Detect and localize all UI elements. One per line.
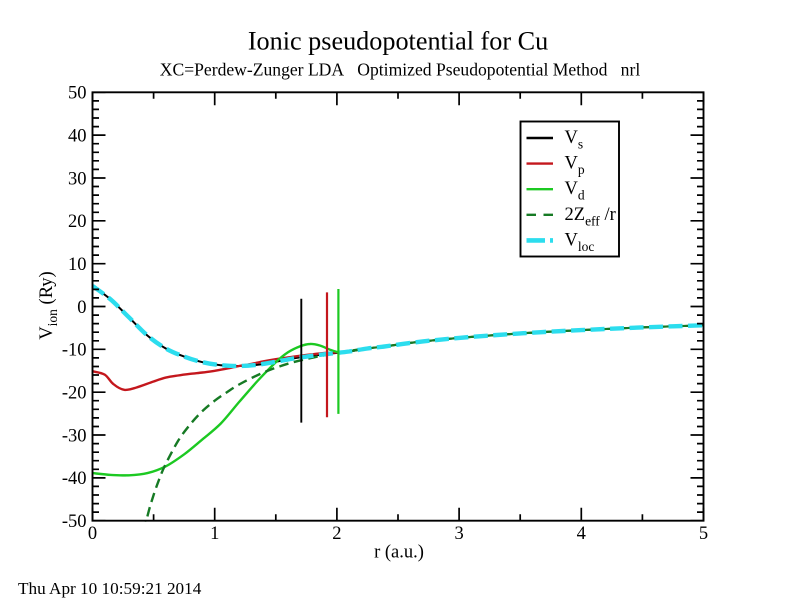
svg-text:0: 0 bbox=[88, 524, 97, 544]
svg-text:2Zeff /r: 2Zeff /r bbox=[565, 205, 616, 229]
svg-text:r (a.u.): r (a.u.) bbox=[374, 543, 424, 563]
svg-text:XC=Perdew-Zunger LDA Optimiz: XC=Perdew-Zunger LDA Optimized Pseudopot… bbox=[160, 60, 641, 80]
svg-text:10: 10 bbox=[68, 255, 87, 275]
svg-text:-50: -50 bbox=[62, 512, 87, 532]
svg-text:40: 40 bbox=[68, 126, 87, 146]
svg-text:2: 2 bbox=[332, 524, 341, 544]
svg-text:-10: -10 bbox=[62, 341, 87, 361]
svg-text:-40: -40 bbox=[62, 469, 87, 489]
svg-text:Thu Apr 10 10:59:21 2014: Thu Apr 10 10:59:21 2014 bbox=[18, 579, 202, 598]
svg-text:1: 1 bbox=[210, 524, 219, 544]
svg-text:50: 50 bbox=[68, 84, 87, 104]
svg-text:-20: -20 bbox=[62, 384, 87, 404]
svg-text:-30: -30 bbox=[62, 426, 87, 446]
svg-text:4: 4 bbox=[577, 524, 586, 544]
svg-text:30: 30 bbox=[68, 169, 87, 189]
svg-text:Vion (Ry): Vion (Ry) bbox=[37, 271, 60, 339]
svg-text:3: 3 bbox=[454, 524, 463, 544]
svg-text:Ionic pseudopotential for Cu: Ionic pseudopotential for Cu bbox=[248, 27, 548, 56]
svg-text:5: 5 bbox=[699, 524, 708, 544]
svg-text:0: 0 bbox=[77, 298, 86, 318]
svg-text:20: 20 bbox=[68, 212, 87, 232]
